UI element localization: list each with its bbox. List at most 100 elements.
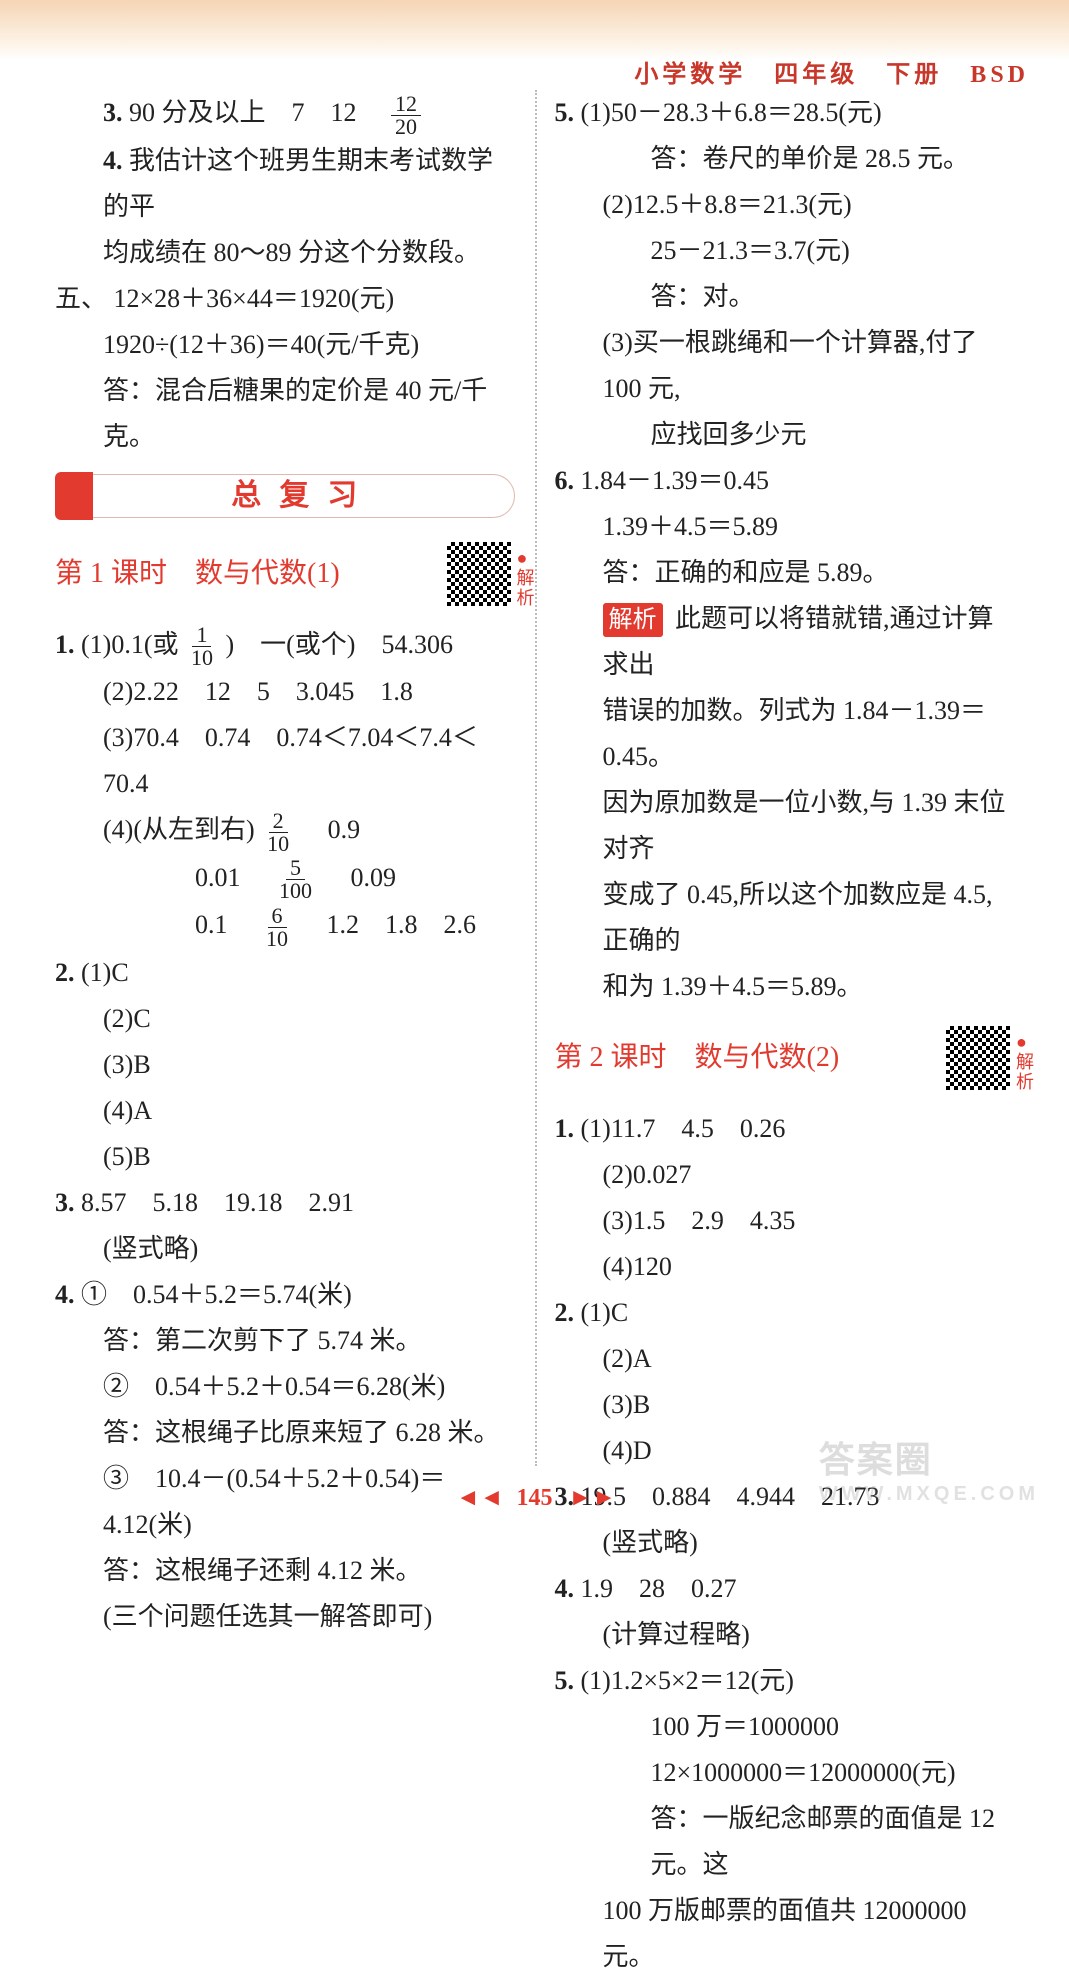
analysis-badge: 解析 [603, 603, 663, 637]
text: 1.9 28 0.27 [581, 1574, 737, 1603]
text: 0.09 [325, 863, 397, 892]
text-line: 均成绩在 80～89 分这个分数段。 [55, 230, 515, 276]
item-num: 4. [103, 146, 123, 175]
text-line: (3)B [55, 1042, 515, 1088]
item-num: 4. [555, 1574, 575, 1603]
text-line: 4. ① 0.54＋5.2＝5.74(米) [55, 1272, 515, 1318]
banner-tab [55, 472, 93, 520]
right-column: 5. (1)50－28.3＋6.8＝28.5(元) 答：卷尺的单价是 28.5 … [535, 90, 1015, 1466]
text: (1)C [81, 958, 129, 987]
text-line: (3)70.4 0.74 0.74＜7.04＜7.4＜70.4 [55, 715, 515, 807]
text-line: 答：一版纪念邮票的面值是 12 元。这 [555, 1796, 1015, 1888]
text-line: (计算过程略) [555, 1612, 1015, 1658]
text-line: 4. 我估计这个班男生期末考试数学的平 [55, 138, 515, 230]
text-line: 2. (1)C [55, 950, 515, 996]
arrow-left-icon: ◄ ◄ [456, 1485, 501, 1511]
lesson-title: 第 2 课时 数与代数(2) [555, 1022, 1015, 1094]
text-line: 答：对。 [555, 274, 1015, 320]
text: (1)1.2×5×2＝12(元) [581, 1666, 794, 1695]
text-line: 1.39＋4.5＝5.89 [555, 504, 1015, 550]
text: 我估计这个班男生期末考试数学的平 [103, 146, 493, 221]
item-num: 1. [555, 1114, 575, 1143]
text-line: ② 0.54＋5.2＋0.54＝6.28(米) [55, 1364, 515, 1410]
lesson-text: 第 1 课时 数与代数(1) [55, 551, 340, 597]
item-num: 2. [555, 1298, 575, 1327]
text-line: 2. (1)C [555, 1290, 1015, 1336]
text-line: 和为 1.39＋4.5＝5.89。 [555, 964, 1015, 1010]
text: (1)C [581, 1298, 629, 1327]
text: (4)(从左到右) [103, 815, 255, 844]
fraction: 5100 [275, 857, 316, 902]
item-num: 5. [555, 98, 575, 127]
lesson-title: 第 1 课时 数与代数(1) [55, 538, 515, 610]
text-line: (4)(从左到右) 210 0.9 [55, 807, 515, 855]
text-line: 1. (1)0.1(或 110 ) 一(或个) 54.306 [55, 622, 515, 670]
text: 8.57 5.18 19.18 2.91 [81, 1188, 354, 1217]
page-header: 小学数学 四年级 下册 BSD [40, 54, 1029, 89]
text-line: 答：卷尺的单价是 28.5 元。 [555, 136, 1015, 182]
text: 0.01 [195, 863, 267, 892]
text: 0.9 [302, 815, 361, 844]
text: ) 一(或个) 54.306 [225, 630, 452, 659]
text-line: (3)1.5 2.9 4.35 [555, 1198, 1015, 1244]
text-line: 12×1000000＝12000000(元) [555, 1750, 1015, 1796]
text-line: 5. (1)50－28.3＋6.8＝28.5(元) [555, 90, 1015, 136]
fraction: 610 [262, 905, 292, 950]
text-line: 答：混合后糖果的定价是 40 元/千克。 [55, 368, 515, 460]
text-line: 5. (1)1.2×5×2＝12(元) [555, 1658, 1015, 1704]
left-column: 3. 90 分及以上 7 12 1220 4. 我估计这个班男生期末考试数学的平… [55, 90, 535, 1466]
text: (1)50－28.3＋6.8＝28.5(元) [581, 98, 882, 127]
text-line: 答：这根绳子比原来短了 6.28 米。 [55, 1410, 515, 1456]
qr-code-icon [942, 1022, 1014, 1094]
banner-title: 总复习 [231, 473, 375, 519]
text-line: 1920÷(12＋36)＝40(元/千克) [55, 322, 515, 368]
text-line: 0.1 610 1.2 1.8 2.6 [55, 902, 515, 950]
item-num: 6. [555, 466, 575, 495]
text-line: (2)C [55, 996, 515, 1042]
text-line: 1. (1)11.7 4.5 0.26 [555, 1106, 1015, 1152]
text-line: (竖式略) [55, 1226, 515, 1272]
text-line: 3. 90 分及以上 7 12 1220 [55, 90, 515, 138]
item-num: 1. [55, 630, 75, 659]
text: ① 0.54＋5.2＝5.74(米) [81, 1280, 352, 1309]
watermark: 答案圈 WWW.MXQE.COM [819, 1431, 1039, 1506]
text: 1.84－1.39＝0.45 [581, 466, 770, 495]
text-line: 100 万＝1000000 [555, 1704, 1015, 1750]
text: (1)11.7 4.5 0.26 [581, 1114, 786, 1143]
text-line: 6. 1.84－1.39＝0.45 [555, 458, 1015, 504]
text-line: 应找回多少元 [555, 412, 1015, 458]
item-num: 3. [103, 98, 123, 127]
text-line: 0.01 5100 0.09 [55, 855, 515, 903]
arrow-right-icon: ► ► [569, 1485, 614, 1511]
text-line: 4. 1.9 28 0.27 [555, 1566, 1015, 1612]
banner-body: 总复习 [93, 474, 515, 518]
text-line: 错误的加数。列式为 1.84－1.39＝0.45。 [555, 688, 1015, 780]
item-num: 3. [55, 1188, 75, 1217]
text: 90 分及以上 7 12 [129, 98, 383, 127]
text: 1.2 1.8 2.6 [301, 910, 477, 939]
text-line: (3)买一根跳绳和一个计算器,付了 100 元, [555, 320, 1015, 412]
text: (1)0.1(或 [81, 630, 178, 659]
text-line: 答：这根绳子还剩 4.12 米。 [55, 1548, 515, 1594]
text-line: (2)0.027 [555, 1152, 1015, 1198]
text-line: (竖式略) [555, 1520, 1015, 1566]
text-line: 五、 12×28＋36×44＝1920(元) [55, 276, 515, 322]
text: 12×28＋36×44＝1920(元) [114, 284, 395, 313]
text-line: (4)A [55, 1088, 515, 1134]
item-num: 4. [55, 1280, 75, 1309]
fraction: 210 [263, 810, 293, 855]
lesson-text: 第 2 课时 数与代数(2) [555, 1035, 840, 1081]
text-line: 100 万版邮票的面值共 12000000 元。 [555, 1888, 1015, 1980]
fraction: 1220 [391, 93, 421, 138]
qr-code-icon [443, 538, 515, 610]
analysis-line: 解析 此题可以将错就错,通过计算求出 [555, 596, 1015, 688]
fraction: 110 [187, 624, 217, 669]
text-line: (三个问题任选其一解答即可) [55, 1594, 515, 1640]
text-line: 答：第二次剪下了 5.74 米。 [55, 1318, 515, 1364]
item-num: 2. [55, 958, 75, 987]
text-line: (2)12.5＋8.8＝21.3(元) [555, 182, 1015, 228]
section-banner: 总复习 [55, 472, 515, 520]
text: 0.1 [195, 910, 254, 939]
page-number: 145 [517, 1485, 553, 1511]
text-line: 变成了 0.45,所以这个加数应是 4.5,正确的 [555, 872, 1015, 964]
